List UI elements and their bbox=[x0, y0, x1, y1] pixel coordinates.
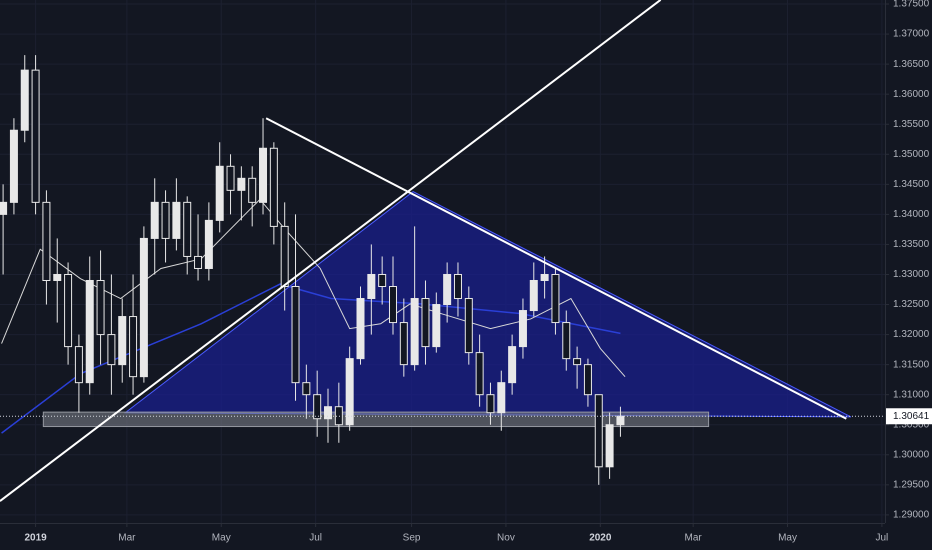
candle-body bbox=[540, 273, 549, 281]
candle-body bbox=[583, 364, 592, 396]
y-tick-label: 1.37500 bbox=[893, 0, 930, 10]
candle-body bbox=[118, 316, 127, 366]
y-tick-label: 1.33500 bbox=[893, 239, 930, 250]
x-tick-label: Sep bbox=[403, 533, 421, 544]
candle-body bbox=[291, 286, 300, 384]
y-tick-label: 1.32500 bbox=[893, 299, 930, 310]
trend-line bbox=[0, 0, 662, 502]
x-tick-label: 2020 bbox=[589, 533, 612, 544]
candle-body bbox=[9, 129, 18, 203]
candle-body bbox=[96, 279, 105, 336]
candle-body bbox=[562, 322, 571, 360]
candle-body bbox=[85, 279, 94, 384]
y-tick-label: 1.29000 bbox=[893, 510, 930, 521]
y-tick-label: 1.35000 bbox=[893, 149, 930, 160]
candle-body bbox=[74, 346, 83, 384]
candle-body bbox=[107, 334, 116, 366]
candle-body bbox=[31, 69, 40, 203]
x-tick-label: May bbox=[212, 533, 231, 544]
candle-body bbox=[248, 177, 257, 203]
x-tick-label: May bbox=[778, 533, 797, 544]
candle-body bbox=[573, 358, 582, 366]
candle-body bbox=[594, 394, 603, 468]
candle-body bbox=[443, 273, 452, 306]
candle-body bbox=[302, 382, 311, 396]
candle-body bbox=[183, 201, 192, 257]
x-tick-label: Mar bbox=[118, 533, 136, 544]
candle-body bbox=[410, 298, 419, 366]
x-tick-label: Mar bbox=[685, 533, 703, 544]
candle-body bbox=[464, 298, 473, 354]
candle-body bbox=[280, 225, 289, 288]
candle-body bbox=[388, 286, 397, 324]
candle-body bbox=[53, 273, 62, 281]
candle-body bbox=[421, 298, 430, 348]
candle-body bbox=[313, 394, 322, 420]
y-tick-label: 1.34500 bbox=[893, 179, 930, 190]
last-price-box bbox=[886, 408, 932, 425]
candle-body bbox=[324, 406, 333, 420]
y-tick-label: 1.29500 bbox=[893, 479, 930, 490]
candle-body bbox=[367, 273, 376, 300]
candle-body bbox=[204, 219, 213, 269]
y-tick-label: 1.34000 bbox=[893, 209, 930, 220]
x-tick-label: 2019 bbox=[24, 533, 47, 544]
candle-body bbox=[237, 177, 246, 191]
candle-body bbox=[269, 147, 278, 227]
candle-body bbox=[605, 424, 614, 468]
candle-body bbox=[42, 201, 51, 281]
candle-body bbox=[529, 279, 538, 312]
candle-body bbox=[475, 352, 484, 396]
candle-body bbox=[399, 322, 408, 366]
candle-body bbox=[194, 255, 203, 269]
support-zone bbox=[42, 411, 710, 428]
moving-average bbox=[1, 283, 621, 434]
candle-body bbox=[20, 69, 29, 131]
y-tick-label: 1.30000 bbox=[893, 449, 930, 460]
candle-body bbox=[508, 346, 517, 384]
candle-body bbox=[259, 147, 268, 203]
candle-body bbox=[551, 273, 560, 324]
x-tick-label: Jul bbox=[876, 533, 889, 544]
plot bbox=[0, 0, 885, 502]
candle-body bbox=[172, 201, 181, 239]
x-tick-label: Nov bbox=[497, 533, 515, 544]
candle-body bbox=[453, 273, 462, 300]
candle-body bbox=[345, 358, 354, 426]
last-price-label: 1.30641 bbox=[893, 411, 930, 422]
candle-body bbox=[497, 382, 506, 414]
candle-body bbox=[486, 394, 495, 414]
candle-body bbox=[129, 316, 138, 378]
candle-body bbox=[0, 201, 8, 215]
y-tick-label: 1.36000 bbox=[893, 89, 930, 100]
candle-body bbox=[150, 201, 159, 239]
y-tick-label: 1.30500 bbox=[893, 419, 930, 430]
y-tick-label: 1.36500 bbox=[893, 59, 930, 70]
y-tick-label: 1.37000 bbox=[893, 29, 930, 40]
candle-body bbox=[161, 201, 170, 239]
y-tick-label: 1.32000 bbox=[893, 329, 930, 340]
moving-average bbox=[1, 198, 626, 377]
candle-body bbox=[226, 165, 235, 191]
candle-body bbox=[334, 406, 343, 426]
candle-body bbox=[215, 165, 224, 221]
candle-body bbox=[378, 273, 387, 288]
trend-line bbox=[265, 117, 847, 420]
y-tick-label: 1.33000 bbox=[893, 269, 930, 280]
x-tick-label: Jul bbox=[309, 533, 322, 544]
candle-body bbox=[356, 298, 365, 360]
candle-body bbox=[432, 304, 441, 348]
y-tick-label: 1.31000 bbox=[893, 389, 930, 400]
candle-body bbox=[616, 415, 625, 426]
y-tick-label: 1.35500 bbox=[893, 119, 930, 130]
y-tick-label: 1.31500 bbox=[893, 359, 930, 370]
candle-body bbox=[139, 237, 148, 378]
candle-body bbox=[518, 310, 527, 348]
candle-body bbox=[64, 273, 73, 348]
